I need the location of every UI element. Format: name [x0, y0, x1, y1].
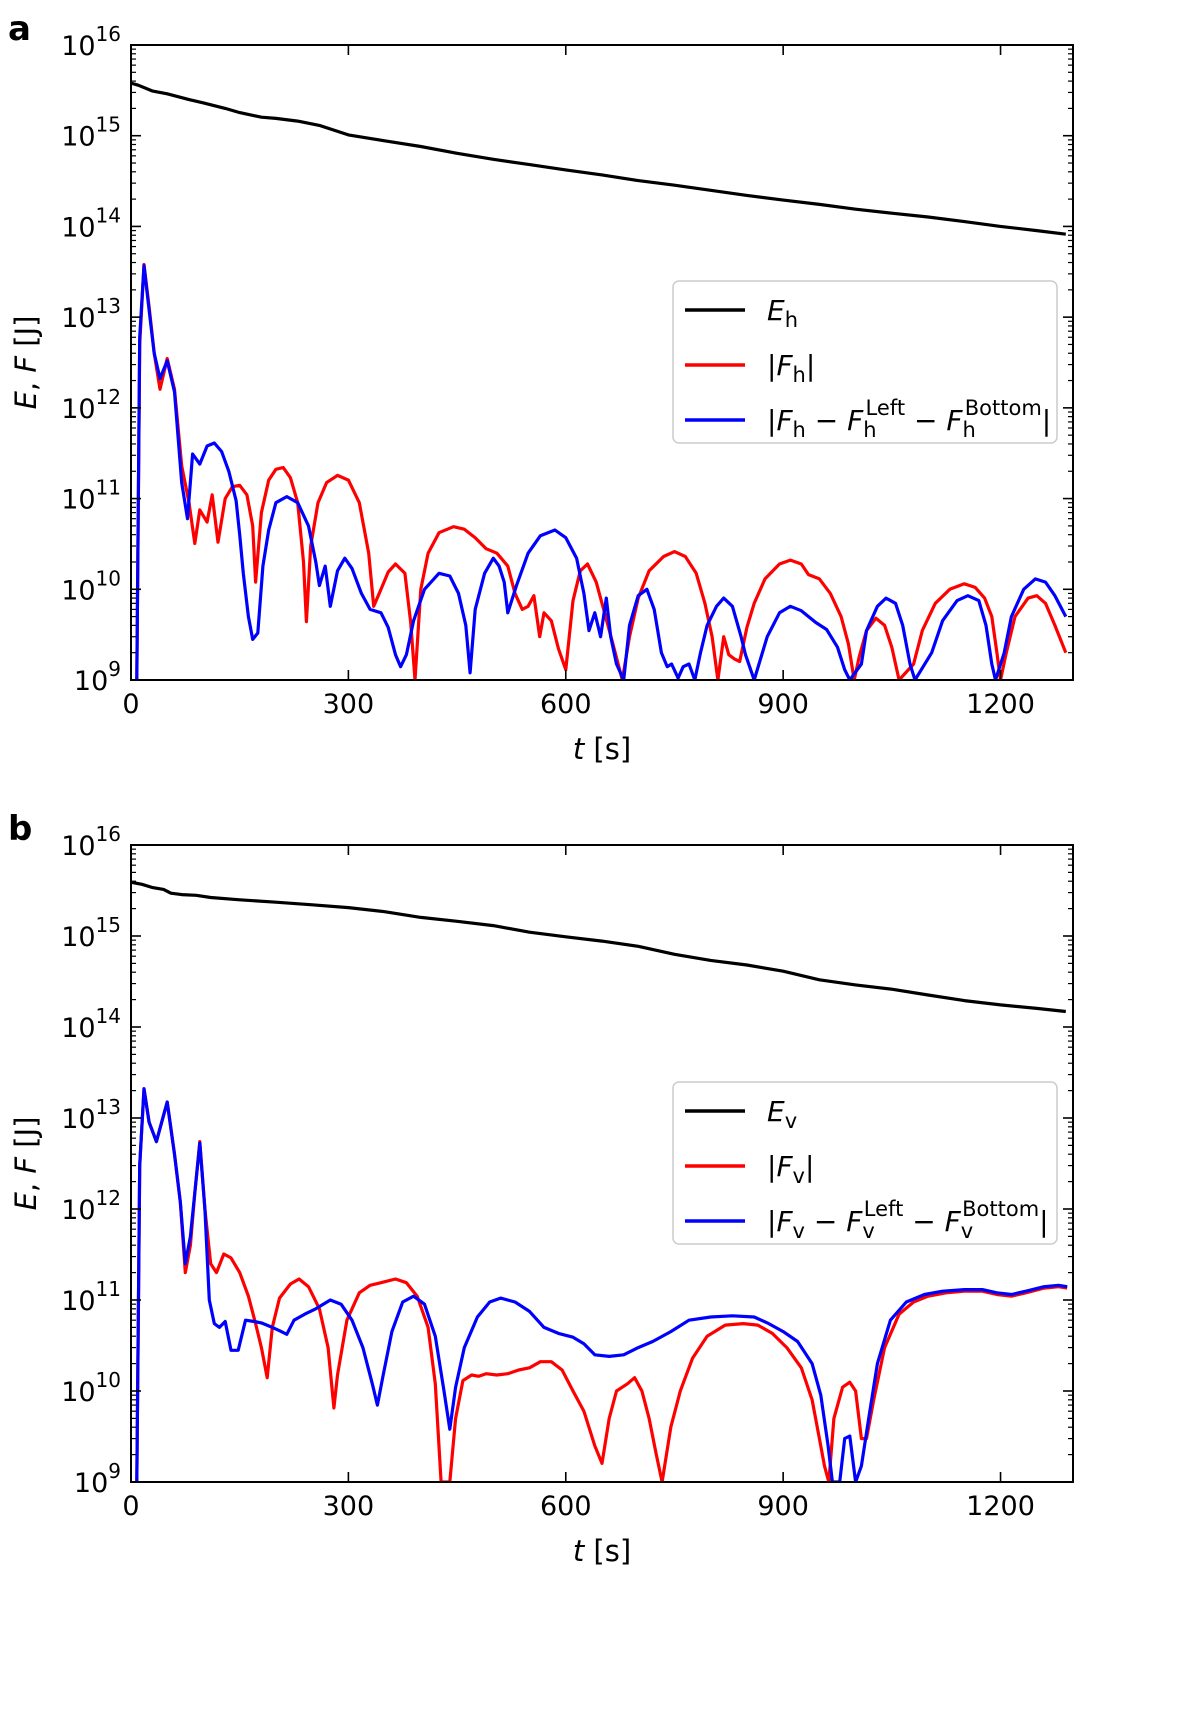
legend: Eh |Fh| |Fh − FhLeft − FhBottom| [672, 280, 1058, 444]
legend-label: Eh [767, 294, 798, 332]
panel-b: 0 300 600 900 1200 109 1010 1011 1012 1013 1014 101… [8, 809, 1074, 1568]
series-line-energy [131, 81, 1066, 236]
y-tick-label: 1011 [61, 1277, 121, 1317]
x-tick-label: 0 [122, 689, 139, 720]
y-tick-label: 1016 [61, 22, 121, 62]
plot-frame [130, 44, 1074, 681]
y-tick-label: 1011 [61, 476, 121, 516]
legend-box [672, 1081, 1058, 1245]
x-axis-label: t [s] [573, 1534, 631, 1568]
legend: Ev |Fv| |Fv − FvLeft − FvBottom| [672, 1081, 1058, 1245]
y-axis-label: E, F [J] [9, 316, 43, 410]
x-tick-label: 1200 [966, 689, 1035, 720]
y-tick-label: 1012 [61, 1186, 121, 1226]
panel-a: 0 300 600 900 1200 109 1010 1011 1012 1013 1014 101… [8, 9, 1074, 766]
legend-label: |Fh − FhLeft − FhBottom| [767, 396, 1051, 442]
y-tick-label: 1010 [61, 566, 121, 606]
x-tick-label: 900 [757, 1491, 809, 1522]
panel-letter: a [8, 9, 31, 49]
y-tick-label: 109 [74, 657, 121, 697]
series-line-energy [131, 880, 1066, 1014]
legend-label: |Fv − FvLeft − FvBottom| [767, 1197, 1049, 1243]
series-line-abs [135, 1087, 1068, 1482]
legend-label: |Fv| [767, 1150, 814, 1188]
y-tick-label: 1014 [61, 203, 121, 243]
y-tick-label: 1013 [61, 1095, 121, 1135]
series-line-residual [135, 264, 1068, 680]
y-tick-label: 1016 [61, 822, 121, 862]
y-tick-label: 109 [74, 1459, 121, 1499]
x-tick-label: 900 [757, 689, 809, 720]
x-tick-label: 600 [540, 689, 592, 720]
legend-label: |Fh| [767, 349, 815, 387]
y-tick-label: 1015 [61, 113, 121, 153]
y-tick-label: 1012 [61, 385, 121, 425]
y-tick-label: 1014 [61, 1004, 121, 1044]
plot-frame [130, 844, 1074, 1483]
series-line-abs [135, 262, 1068, 680]
legend-label: Ev [767, 1095, 797, 1133]
y-tick-label: 1013 [61, 294, 121, 334]
y-tick-label: 1015 [61, 913, 121, 953]
x-tick-label: 0 [122, 1491, 139, 1522]
legend-box [672, 280, 1058, 444]
panel-letter: b [8, 809, 32, 849]
x-axis-label: t [s] [573, 732, 631, 766]
x-tick-label: 300 [323, 1491, 375, 1522]
x-tick-label: 300 [323, 689, 375, 720]
y-axis-label: E, F [J] [9, 1117, 43, 1211]
series-line-residual [135, 1087, 1068, 1482]
x-tick-label: 1200 [966, 1491, 1035, 1522]
x-tick-label: 600 [540, 1491, 592, 1522]
y-tick-label: 1010 [61, 1368, 121, 1408]
